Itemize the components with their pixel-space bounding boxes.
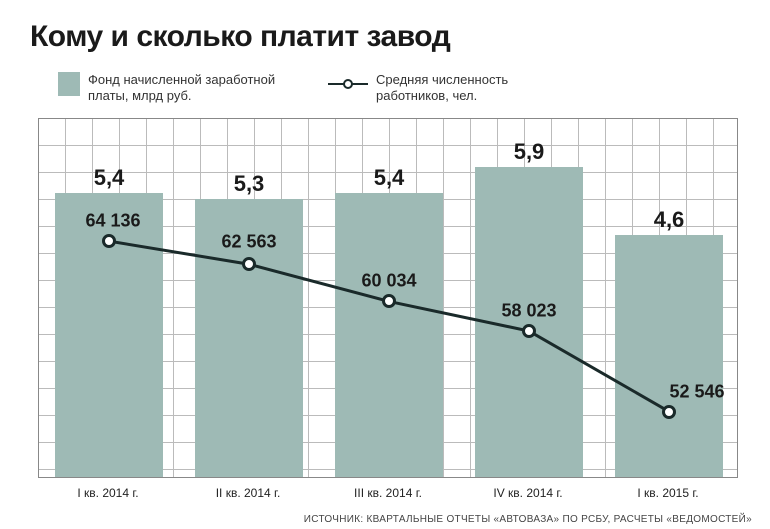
legend: Фонд начисленной заработной платы, млрд …	[58, 72, 566, 105]
legend-item-bar: Фонд начисленной заработной платы, млрд …	[58, 72, 278, 105]
bar-value-label: 5,4	[55, 165, 163, 191]
source-attribution: ИСТОЧНИК: КВАРТАЛЬНЫЕ ОТЧЕТЫ «АВТОВАЗА» …	[304, 514, 752, 525]
x-axis-labels: I кв. 2014 г.II кв. 2014 г.III кв. 2014 …	[38, 486, 738, 500]
legend-bar-label: Фонд начисленной заработной платы, млрд …	[88, 72, 278, 105]
bar: 5,4	[335, 193, 443, 477]
x-axis-label: II кв. 2014 г.	[178, 486, 318, 500]
x-axis-label: I кв. 2015 г.	[598, 486, 738, 500]
bar-value-label: 4,6	[615, 207, 723, 233]
bar: 5,4	[55, 193, 163, 477]
legend-line-label: Средняя численность работников, чел.	[376, 72, 566, 105]
bar: 4,6	[615, 235, 723, 477]
bar-value-label: 5,3	[195, 171, 303, 197]
bar: 5,3	[195, 199, 303, 477]
legend-swatch-line	[328, 72, 368, 96]
x-axis-label: III кв. 2014 г.	[318, 486, 458, 500]
x-axis-label: IV кв. 2014 г.	[458, 486, 598, 500]
chart-plot-area: 5,45,35,45,94,6 64 13662 56360 03458 023…	[38, 118, 738, 478]
chart-title: Кому и сколько платит завод	[30, 20, 450, 54]
bars-layer: 5,4 5,3 5,4 5,9 4,6	[39, 119, 737, 477]
bar: 5,9	[475, 167, 583, 477]
legend-item-line: Средняя численность работников, чел.	[328, 72, 566, 105]
x-axis-label: I кв. 2014 г.	[38, 486, 178, 500]
legend-swatch-bar	[58, 72, 80, 96]
bar-value-label: 5,4	[335, 165, 443, 191]
bar-value-label: 5,9	[475, 139, 583, 165]
